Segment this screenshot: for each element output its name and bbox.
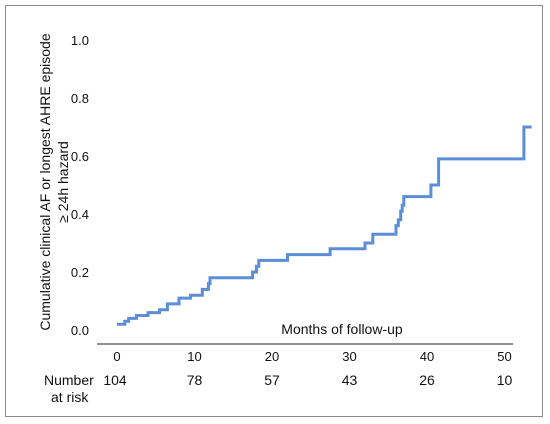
at-risk-value-3: 43	[342, 372, 358, 388]
at-risk-value-2: 57	[264, 372, 280, 388]
y-tick-labels: 0.0 0.2 0.4 0.6 0.8 1.0	[71, 33, 89, 338]
at-risk-value-4: 26	[419, 372, 435, 388]
y-tick-label-4: 0.8	[71, 91, 89, 106]
y-axis-label-line2: ≥ 24h hazard	[55, 141, 71, 223]
x-tick-label-2: 20	[265, 349, 279, 364]
y-axis-label-line1: Cumulative clinical AF or longest AHRE e…	[37, 33, 53, 330]
y-tick-label-3: 0.6	[71, 149, 89, 164]
at-risk-values: 104 78 57 43 26 10	[103, 372, 512, 388]
y-tick-label-0: 0.0	[71, 323, 89, 338]
x-tick-label-0: 0	[113, 349, 120, 364]
x-tick-label-5: 50	[497, 349, 511, 364]
chart-frame	[5, 5, 543, 417]
y-tick-label-2: 0.4	[71, 207, 89, 222]
x-tick-label-3: 30	[342, 349, 356, 364]
at-risk-label-line1: Number	[44, 372, 94, 388]
y-tick-label-1: 0.2	[71, 265, 89, 280]
at-risk-value-5: 10	[497, 372, 513, 388]
at-risk-value-0: 104	[103, 372, 127, 388]
at-risk-value-1: 78	[187, 372, 203, 388]
x-tick-label-1: 10	[187, 349, 201, 364]
x-tick-label-4: 40	[420, 349, 434, 364]
series-line	[117, 125, 532, 326]
x-axis-label: Months of follow-up	[281, 321, 403, 337]
at-risk-label-line2: at risk	[51, 389, 89, 405]
y-tick-label-5: 1.0	[71, 33, 89, 48]
x-tick-labels: 0 10 20 30 40 50	[113, 349, 511, 364]
